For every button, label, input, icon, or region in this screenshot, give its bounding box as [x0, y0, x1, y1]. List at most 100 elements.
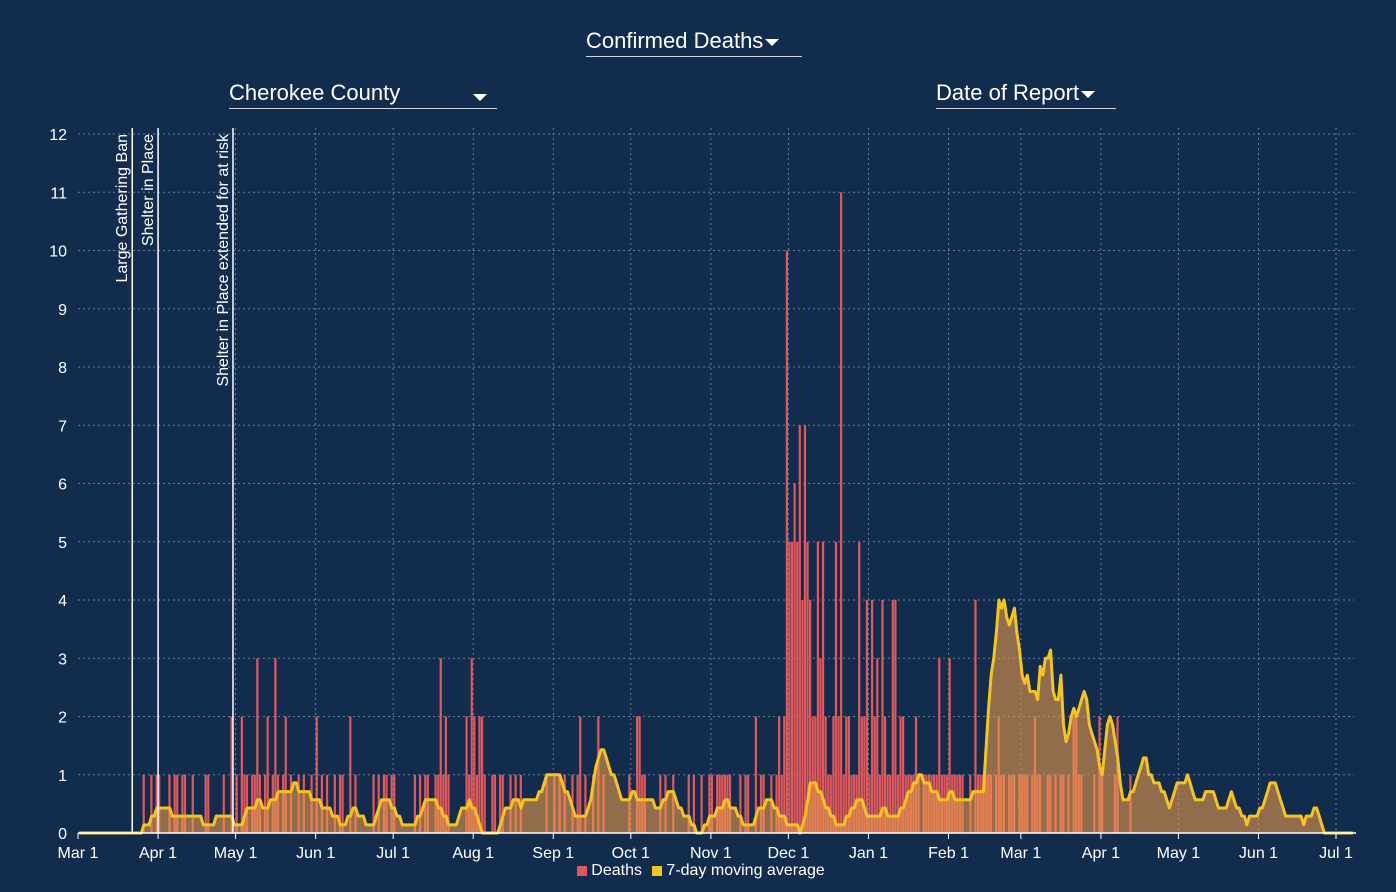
bar-deaths [889, 774, 892, 833]
bar-deaths [902, 716, 905, 833]
bar-deaths [173, 774, 176, 833]
county-caret-down-icon [473, 94, 487, 101]
bar-deaths [868, 774, 871, 833]
x-tick-label: Dec 1 [767, 845, 809, 862]
bar-deaths [447, 774, 450, 833]
bar-deaths [834, 541, 838, 833]
y-tick-label: 7 [58, 418, 67, 435]
bar-deaths [439, 658, 442, 833]
bar-deaths [718, 774, 721, 833]
bar-deaths [168, 774, 171, 833]
x-tick-label: May 1 [1157, 845, 1201, 862]
bar-deaths [858, 541, 861, 833]
bar-deaths [183, 774, 187, 833]
bar-deaths [315, 716, 318, 833]
bar-deaths [142, 774, 145, 833]
bar-deaths [465, 716, 468, 833]
bar-deaths [478, 716, 481, 833]
bar-deaths [181, 774, 184, 833]
metric-caret-down-icon [765, 38, 780, 46]
moving-average-line [79, 598, 1353, 835]
bar-deaths [847, 716, 850, 833]
bar-deaths [814, 716, 817, 833]
bar-deaths [470, 658, 473, 833]
bar-deaths [700, 774, 703, 833]
x-tick-label: Feb 1 [928, 845, 969, 862]
bar-deaths [974, 600, 977, 833]
bar-deaths [860, 716, 863, 833]
bar-deaths [245, 774, 249, 833]
bar-deaths [806, 541, 809, 833]
bar-deaths [635, 716, 639, 833]
bar-deaths [778, 716, 781, 833]
date-type-dropdown-label: Date of Report [936, 80, 1080, 105]
bar-deaths [803, 425, 807, 833]
date-type-dropdown[interactable]: Date of Report [936, 78, 1116, 109]
bar-deaths [333, 774, 336, 833]
annotation-label: Shelter in Place extended for at risk [215, 133, 232, 387]
bar-deaths [243, 774, 246, 833]
bar-deaths [827, 774, 830, 833]
bar-deaths [881, 600, 884, 833]
bar-deaths [824, 716, 827, 833]
legend-label-average: 7-day moving average [666, 862, 825, 879]
bar-deaths [780, 774, 783, 833]
bar-deaths [801, 600, 804, 833]
x-tick-label: Mar 1 [58, 845, 99, 862]
deaths-bars [142, 192, 1132, 833]
moving-average-area [79, 600, 1353, 833]
metric-dropdown-label: Confirmed Deaths [586, 28, 764, 53]
bar-deaths [584, 774, 587, 833]
bar-deaths [354, 774, 357, 833]
bar-deaths [783, 716, 786, 833]
county-dropdown[interactable]: Cherokee County [229, 78, 497, 109]
y-tick-label: 10 [49, 244, 67, 261]
bar-deaths [819, 658, 822, 833]
bar-deaths [230, 716, 233, 833]
bar-deaths [274, 658, 277, 833]
bar-deaths [744, 774, 747, 833]
bar-deaths [191, 774, 194, 833]
bar-deaths [896, 774, 900, 833]
bar-deaths [499, 774, 502, 833]
x-tick-label: Oct 1 [612, 845, 650, 862]
bar-deaths [325, 774, 329, 833]
bar-deaths [266, 716, 269, 833]
bar-deaths [692, 774, 695, 833]
county-dropdown-label: Cherokee County [229, 80, 401, 105]
legend-swatch-deaths [577, 865, 588, 876]
bar-deaths [790, 541, 794, 833]
annotation-label: Large Gathering Ban [114, 134, 131, 283]
bar-deaths [579, 716, 582, 833]
bar-deaths [837, 716, 840, 833]
x-tick-label: Jun 1 [1239, 845, 1278, 862]
bar-deaths [393, 774, 396, 833]
bar-deaths [501, 774, 504, 833]
bar-deaths [576, 774, 579, 833]
bar-deaths [638, 716, 641, 833]
bar-deaths [816, 541, 819, 833]
y-tick-label: 1 [58, 768, 67, 785]
y-tick-label: 12 [49, 127, 67, 144]
bar-deaths [811, 716, 814, 833]
bar-deaths [793, 483, 796, 833]
legend-label-deaths: Deaths [591, 862, 642, 879]
y-tick-label: 0 [58, 826, 67, 843]
y-tick-label: 3 [58, 651, 67, 668]
x-tick-label: Nov 1 [690, 845, 732, 862]
x-tick-label: May 1 [214, 845, 258, 862]
metric-dropdown[interactable]: Confirmed Deaths [586, 26, 802, 57]
bar-deaths [442, 774, 445, 833]
bar-deaths [155, 774, 158, 833]
bar-deaths [886, 774, 889, 833]
x-tick-label: Aug 1 [452, 845, 494, 862]
y-tick-label: 8 [58, 360, 67, 377]
bar-deaths [418, 774, 422, 833]
bar-deaths [796, 541, 799, 833]
bar-deaths [491, 774, 494, 833]
x-tick-label: Jan 1 [849, 845, 888, 862]
bar-deaths [444, 716, 448, 833]
chart-legend: Deaths 7-day moving average [0, 862, 1396, 880]
bar-deaths [473, 716, 476, 833]
